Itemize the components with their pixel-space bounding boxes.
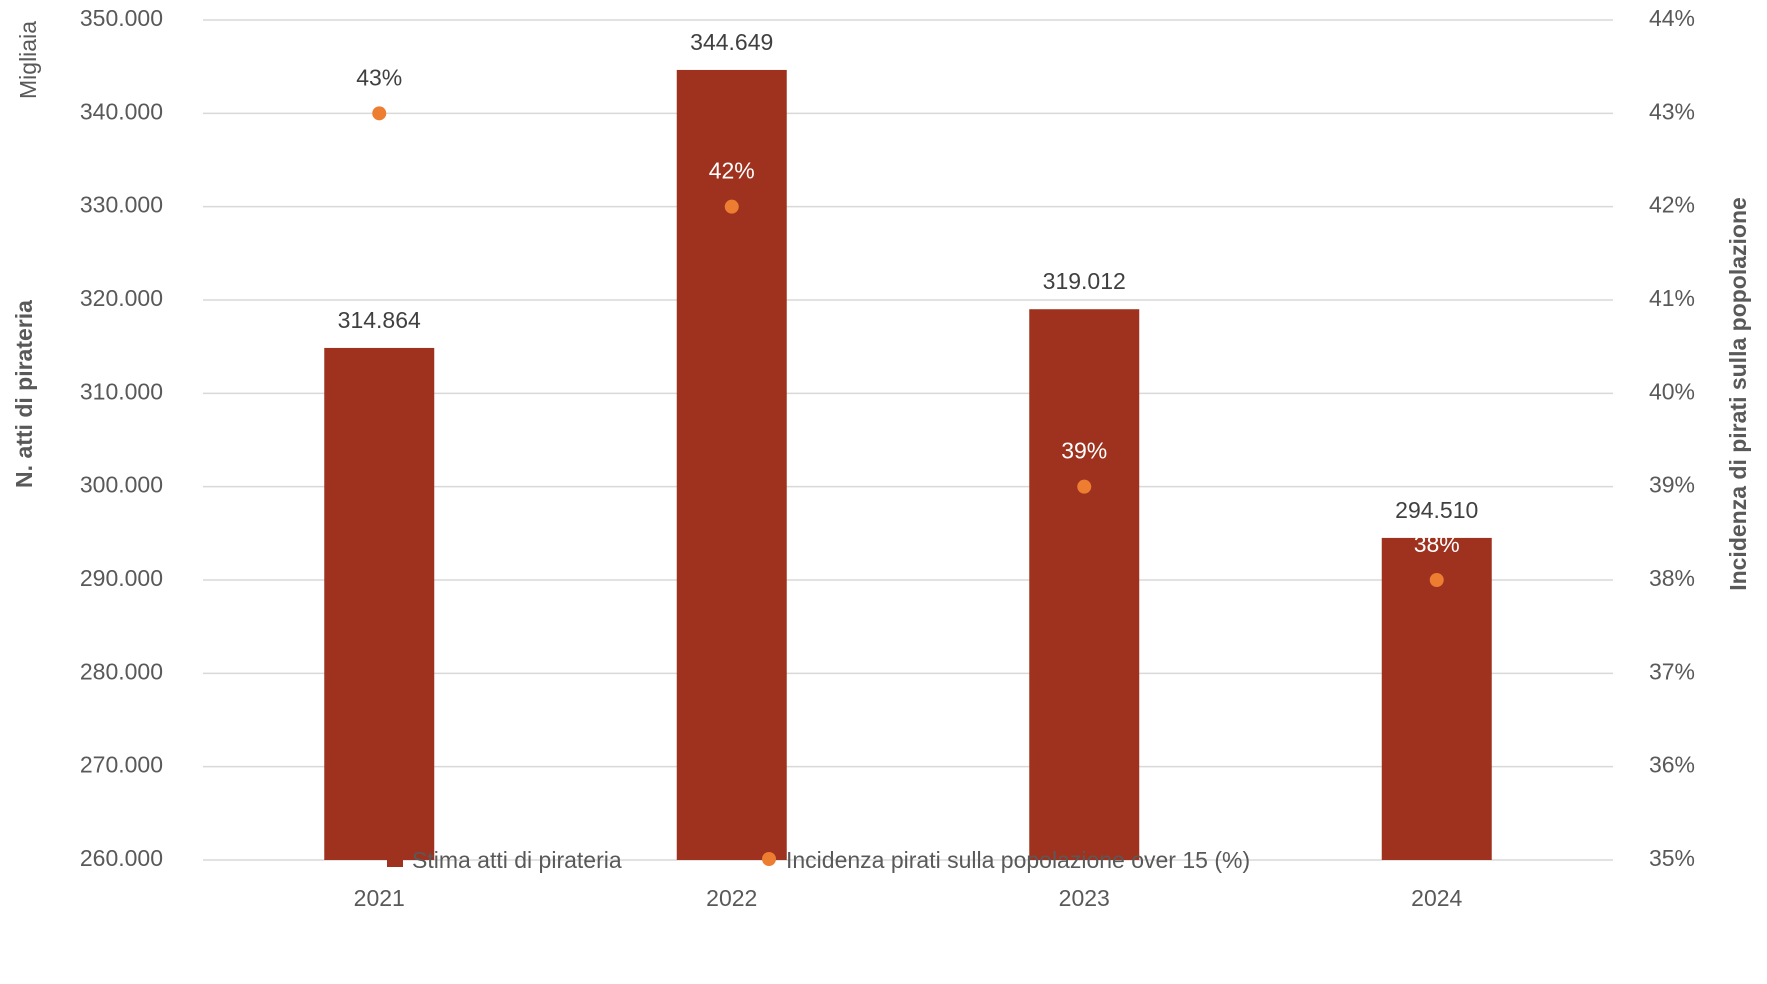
point-series	[372, 106, 1444, 587]
right-axis-ticks: 35% 36% 37% 38% 39% 40% 41% 42% 43% 44%	[1649, 5, 1695, 871]
left-axis-unit-label: Migliaia	[15, 21, 41, 99]
point	[1429, 573, 1444, 587]
point	[724, 199, 739, 214]
legend: Stima atti di pirateria Incidenza pirati…	[387, 847, 1250, 873]
left-tick-label: 300.000	[80, 472, 163, 498]
bar	[1381, 537, 1492, 860]
bar	[324, 347, 435, 860]
point-value-label: 42%	[709, 158, 755, 184]
bar	[1029, 309, 1140, 861]
x-axis-ticks: 2021 2022 2023 2024	[354, 885, 1463, 911]
left-tick-label: 340.000	[80, 98, 163, 124]
right-tick-label: 39%	[1649, 472, 1695, 498]
gridlines	[203, 19, 1613, 861]
right-tick-label: 40%	[1649, 378, 1695, 404]
right-tick-label: 37%	[1649, 658, 1695, 684]
x-tick-label: 2022	[706, 885, 757, 911]
bar-value-label: 294.510	[1395, 497, 1478, 523]
bar	[676, 69, 787, 860]
right-tick-label: 35%	[1649, 845, 1695, 871]
left-tick-label: 320.000	[80, 285, 163, 311]
legend-swatch-points	[762, 852, 776, 866]
bar-data-labels: 314.864 344.649 319.012 294.510	[338, 29, 1479, 523]
x-tick-label: 2024	[1411, 885, 1462, 911]
x-tick-label: 2023	[1059, 885, 1110, 911]
left-tick-label: 290.000	[80, 565, 163, 591]
left-tick-label: 270.000	[80, 752, 163, 778]
left-tick-label: 330.000	[80, 192, 163, 218]
x-tick-label: 2021	[354, 885, 405, 911]
left-tick-label: 350.000	[80, 5, 163, 31]
point	[372, 106, 387, 121]
right-tick-label: 36%	[1649, 752, 1695, 778]
bar-value-label: 344.649	[690, 29, 773, 55]
left-tick-label: 280.000	[80, 658, 163, 684]
bar-series	[324, 69, 1492, 861]
right-tick-label: 41%	[1649, 285, 1695, 311]
point-value-label: 43%	[356, 64, 402, 90]
legend-label-bars: Stima atti di pirateria	[412, 847, 622, 873]
point-value-label: 38%	[1414, 531, 1460, 557]
right-axis-title: Incidenza di pirati sulla popolazione	[1725, 197, 1751, 591]
right-tick-label: 44%	[1649, 5, 1695, 31]
right-tick-label: 42%	[1649, 192, 1695, 218]
point-value-label: 39%	[1061, 438, 1107, 464]
bar-value-label: 314.864	[338, 307, 421, 333]
left-tick-label: 260.000	[80, 845, 163, 871]
point-data-labels: 43% 42% 39% 38%	[356, 64, 1460, 557]
point	[1077, 479, 1092, 494]
bar-value-label: 319.012	[1043, 268, 1126, 294]
left-tick-label: 310.000	[80, 378, 163, 404]
right-tick-label: 38%	[1649, 565, 1695, 591]
legend-label-points: Incidenza pirati sulla popolazione over …	[786, 847, 1250, 873]
legend-swatch-bars	[387, 851, 403, 867]
left-axis-ticks: 260.000 270.000 280.000 290.000 300.000 310.0…	[80, 5, 163, 871]
right-tick-label: 43%	[1649, 98, 1695, 124]
left-axis-title: N. atti di pirateria	[11, 300, 37, 488]
